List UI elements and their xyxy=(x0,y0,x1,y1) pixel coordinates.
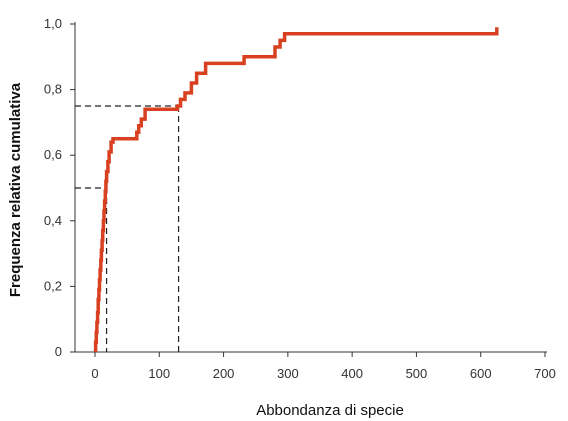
x-tick-label: 700 xyxy=(534,366,556,381)
y-tick-label: 0 xyxy=(55,344,62,359)
x-tick-label: 500 xyxy=(406,366,428,381)
y-axis: 0 0,2 0,4 0,6 0,8 1,0 xyxy=(44,16,76,359)
x-axis-title: Abbondanza di specie xyxy=(256,402,404,419)
series-group xyxy=(93,27,499,352)
y-tick-label: 0,6 xyxy=(44,147,62,162)
x-tick-label: 0 xyxy=(91,366,98,381)
y-tick-label: 0,4 xyxy=(44,213,62,228)
x-tick-label: 600 xyxy=(470,366,492,381)
y-axis-title: Frequenza relativa cumulativa xyxy=(7,82,24,297)
y-tick-label: 1,0 xyxy=(44,16,62,31)
x-tick-label: 200 xyxy=(213,366,235,381)
y-tick-label: 0,2 xyxy=(44,278,62,293)
reference-lines xyxy=(75,105,180,352)
cumulative-frequency-line xyxy=(93,27,499,352)
x-tick-label: 400 xyxy=(341,366,363,381)
y-tick-label: 0,8 xyxy=(44,82,62,97)
x-tick-label: 100 xyxy=(148,366,170,381)
x-tick-label: 300 xyxy=(277,366,299,381)
x-axis: 0 100 200 300 400 500 600 700 xyxy=(75,351,556,381)
